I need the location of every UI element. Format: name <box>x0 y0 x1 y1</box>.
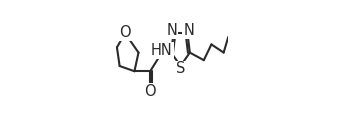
Text: N: N <box>183 23 194 38</box>
Text: O: O <box>144 84 156 99</box>
Text: O: O <box>119 25 131 40</box>
Text: N: N <box>167 23 177 38</box>
Text: HN: HN <box>151 43 173 58</box>
Text: S: S <box>175 61 185 76</box>
